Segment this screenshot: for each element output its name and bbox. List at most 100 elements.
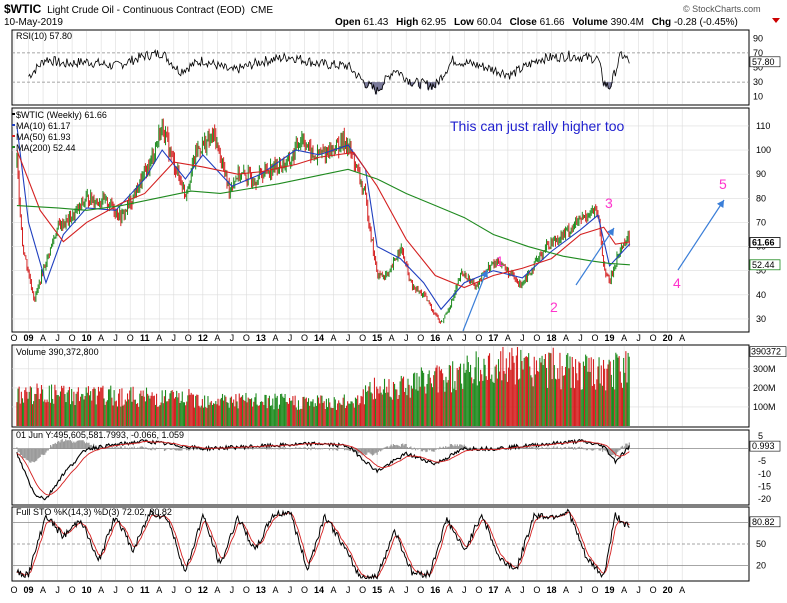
rsi-tick-label: 90 [753, 33, 763, 43]
rsi-value-label: 57.80 [752, 57, 775, 67]
x-tick-label: A [272, 333, 278, 343]
annotation-note: This can just rally higher too [450, 118, 625, 134]
x-tick-label: O [592, 585, 599, 595]
x-tick-label: A [621, 585, 627, 595]
price-value-box [749, 259, 781, 271]
trend-arrow-line [462, 269, 488, 332]
sto-k-line [16, 508, 630, 580]
x-tick-label: J [288, 333, 293, 343]
x-tick-label: J [404, 333, 409, 343]
trend-arrow-line [677, 199, 725, 271]
rsi-legend: RSI(10) 57.80 [16, 31, 72, 41]
x-tick-label: A [331, 333, 337, 343]
arrow-head-icon [716, 200, 724, 208]
x-tick-label: O [417, 333, 424, 343]
x-tick-label: A [40, 333, 46, 343]
x-tick-label: O [533, 333, 540, 343]
x-tick-label: 19 [605, 585, 615, 595]
x-tick-label: 10 [82, 333, 92, 343]
macd-tick-label: 5 [758, 431, 763, 441]
volume-value-label: 390372 [751, 347, 781, 357]
x-tick-label: A [156, 585, 162, 595]
ma10-line [16, 125, 631, 311]
x-tick-label: 11 [140, 585, 150, 595]
x-tick-label: 12 [198, 333, 208, 343]
x-tick-label: J [578, 333, 583, 343]
arrow-head-icon [480, 270, 488, 278]
volume-tick-label: 100M [753, 402, 776, 412]
x-tick-label: A [505, 333, 511, 343]
x-tick-label: 16 [430, 585, 440, 595]
price-tick-label: 70 [756, 217, 766, 227]
rsi-line [28, 49, 630, 95]
price-tick-label: 110 [756, 121, 770, 131]
x-tick-label: 11 [140, 333, 150, 343]
x-tick-label: J [55, 333, 60, 343]
x-tick-label: 13 [256, 333, 266, 343]
x-tick-label: J [462, 585, 467, 595]
x-tick-label: A [679, 333, 685, 343]
x-tick-label: O [475, 585, 482, 595]
sto-tick-label: 50 [756, 539, 766, 549]
price-value-label: 52.44 [752, 260, 775, 270]
x-tick-label: J [578, 585, 583, 595]
x-tick-label: J [288, 585, 293, 595]
x-tick-label: 12 [198, 585, 208, 595]
price-tick-label: 100 [756, 145, 771, 155]
x-tick-label: A [40, 585, 46, 595]
x-tick-label: A [98, 333, 104, 343]
x-tick-label: J [172, 585, 177, 595]
x-tick-label: J [230, 333, 235, 343]
x-tick-label: A [272, 585, 278, 595]
ma10-legend-item: MA(10) 61.17 [16, 121, 71, 131]
x-tick-label: O [127, 585, 134, 595]
wave-label-1: 1 [496, 253, 504, 269]
x-tick-label: O [127, 333, 134, 343]
x-tick-label: J [636, 585, 641, 595]
rsi-tick-label: 30 [753, 77, 763, 87]
x-tick-label: J [404, 585, 409, 595]
chart-date: 10-May-2019 [4, 17, 63, 28]
rsi-tick-label: 50 [753, 63, 763, 73]
x-tick-label: O [10, 333, 17, 343]
x-tick-label: A [563, 585, 569, 595]
x-tick-label: 14 [314, 585, 324, 595]
x-tick-label: J [113, 333, 118, 343]
x-tick-label: 15 [372, 333, 382, 343]
x-tick-label: A [447, 333, 453, 343]
x-tick-label: O [592, 333, 599, 343]
rsi-tick-label: 70 [753, 48, 763, 58]
price-tick-label: 40 [756, 290, 766, 300]
volume-value-box [749, 346, 787, 357]
volume-tick-label: 300M [753, 364, 776, 374]
x-tick-label: 15 [372, 585, 382, 595]
macd-tick-label: -15 [758, 481, 771, 491]
x-tick-label: O [10, 585, 17, 595]
sto-value-label: 80.82 [752, 517, 775, 527]
x-tick-label: J [462, 333, 467, 343]
x-tick-label: J [172, 333, 177, 343]
x-tick-label: O [69, 333, 76, 343]
x-tick-label: 18 [546, 333, 556, 343]
ma200-line [16, 168, 630, 266]
x-tick-label: 17 [488, 333, 498, 343]
x-tick-label: 18 [546, 585, 556, 595]
x-tick-label: A [389, 585, 395, 595]
ma200-legend-item: MA(200) 52.44 [16, 143, 76, 153]
macd-signal-line [16, 440, 630, 496]
x-tick-label: O [359, 585, 366, 595]
x-tick-label: O [243, 585, 250, 595]
x-tick-label: 13 [256, 585, 266, 595]
macd-tick-label: -20 [758, 494, 771, 504]
x-tick-label: 09 [24, 333, 34, 343]
chevron-down-icon[interactable] [772, 18, 780, 23]
x-tick-label: O [69, 585, 76, 595]
trend-arrow-line [575, 227, 615, 286]
price-tick-label: 90 [756, 169, 766, 179]
sto-tick-label: 20 [756, 561, 766, 571]
x-tick-label: 14 [314, 333, 324, 343]
rsi-panel [11, 29, 750, 106]
x-tick-label: 16 [430, 333, 440, 343]
x-tick-label: O [301, 333, 308, 343]
price-tick-label: 80 [756, 193, 766, 203]
